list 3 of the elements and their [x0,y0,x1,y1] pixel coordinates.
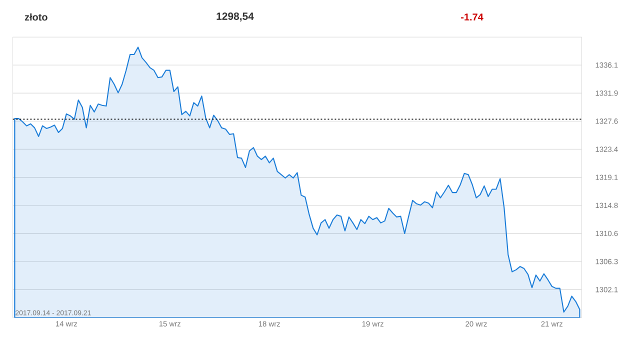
text: -1.74 [461,14,484,20]
chart-subtitle: 1298,54 [216,12,254,22]
chart-title: złoto [24,13,48,21]
